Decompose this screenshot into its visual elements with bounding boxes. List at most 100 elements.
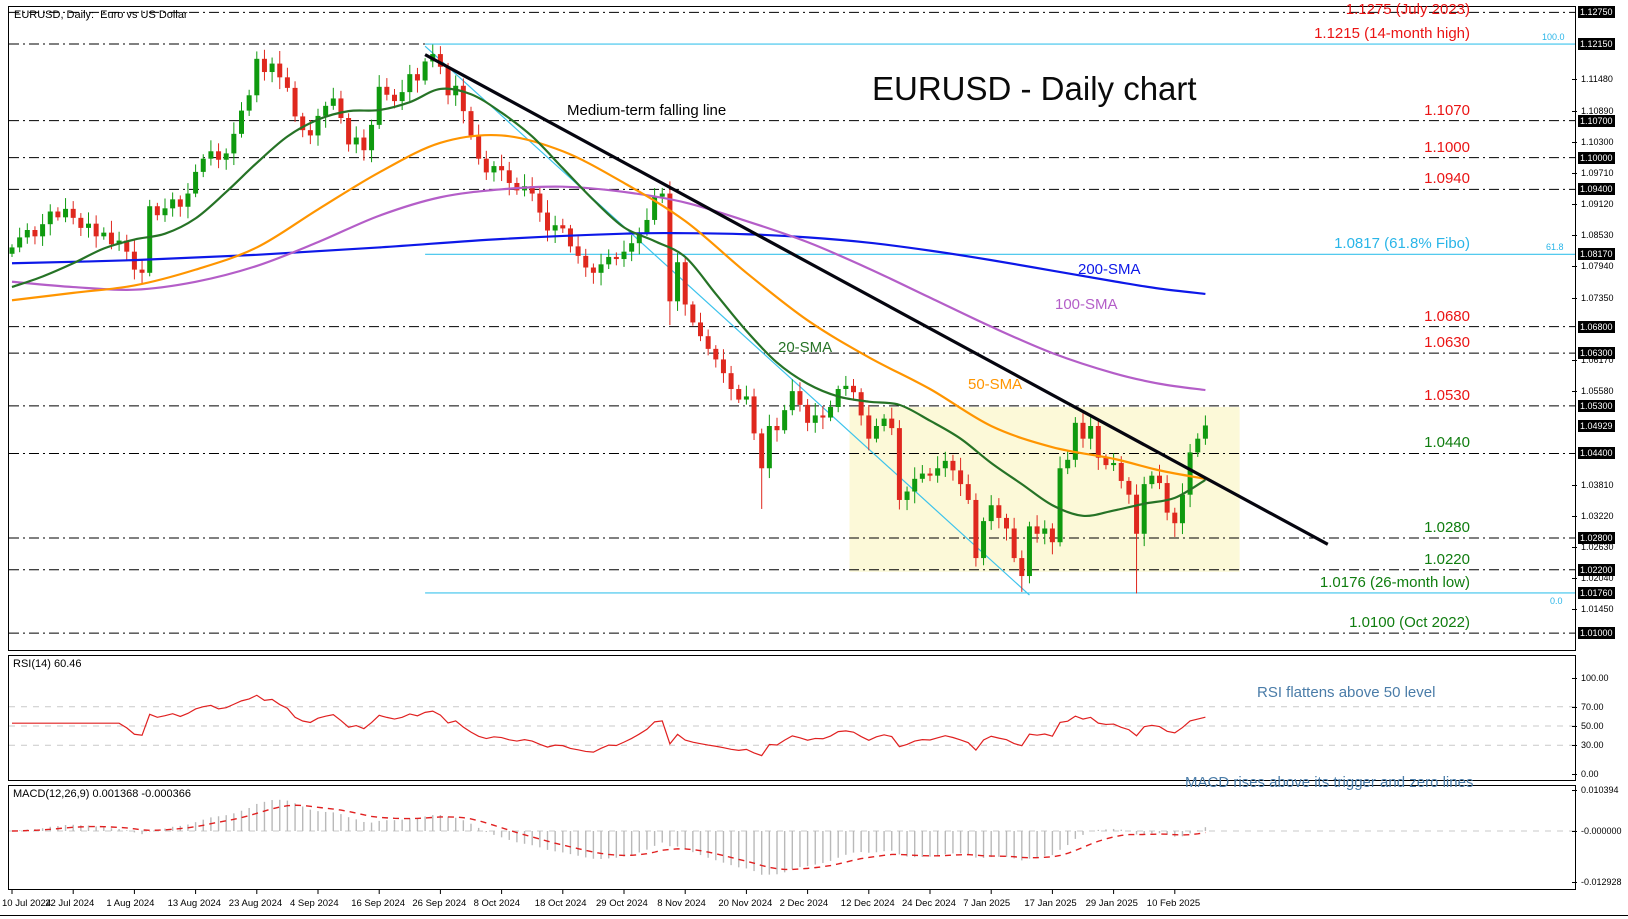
candle-body [231,133,237,154]
price-scale-label: 1.02630 [1581,541,1614,552]
macd-histogram [18,799,1207,875]
scale-tick [1572,235,1577,237]
chart-main-title: EURUSD - Daily chart [872,70,1197,107]
candle-body [743,396,749,400]
candle-body [973,499,979,559]
candle-body [919,473,925,479]
candle-body [376,86,382,125]
rsi-panel[interactable] [8,655,1576,781]
price-scale-label: 30.00 [1581,740,1604,751]
candle-body [644,219,650,233]
sma50-line[interactable] [11,133,1206,480]
candle-body [896,428,902,500]
candle-body [476,135,482,159]
candle-body [392,94,397,102]
sma100-label: 100-SMA [1055,296,1118,313]
candle-body [1042,528,1048,534]
time-axis-label: 16 Sep 2024 [351,898,406,909]
scale-tick [1572,297,1577,299]
scale-tick [1572,745,1577,747]
candle-body [70,208,76,218]
level-annotation: 1.0630 [1424,334,1470,352]
candle-body [292,87,298,117]
time-axis-label: 7 Jan 2025 [963,898,1011,909]
candle-body [698,322,703,337]
time-axis-label: 17 Jan 2025 [1024,898,1077,909]
candle-body [904,491,910,500]
rsi-line[interactable] [12,694,1206,757]
level-annotation: 1.1215 (14-month high) [1314,25,1470,43]
candle-body [307,130,313,136]
candle-body [713,348,719,360]
sma100-line[interactable] [11,185,1206,392]
price-tag: 1.08170 [1578,248,1615,261]
price-scale-label: 1.07940 [1581,261,1614,272]
candle-body [154,206,160,216]
candle-body [1164,483,1170,513]
price-scale-label: 1.10300 [1581,136,1614,147]
scale-tick [1572,515,1577,517]
price-scale-label: 1.05580 [1581,386,1614,397]
price-tag: 1.05300 [1578,399,1615,412]
price-tag: 1.09400 [1578,183,1615,196]
candle-body [728,373,734,390]
window-bottom-border [0,915,1628,916]
level-annotation: 1.0680 [1424,307,1470,325]
candle-body [200,158,206,172]
candle-body [690,304,696,323]
candle-body [32,230,38,237]
candle-body [108,232,114,245]
candle-body [805,404,811,423]
price-tag: 1.04929 [1578,419,1615,432]
candle-body [47,211,53,225]
falling-channel-line[interactable] [424,45,1030,596]
price-scale-label: 1.07350 [1581,292,1614,303]
price-tag: 1.12750 [1578,6,1615,19]
candle-body [621,251,627,260]
time-axis-label: 8 Nov 2024 [657,898,706,909]
sma200-line[interactable] [11,231,1206,296]
candle-body [1172,512,1178,524]
scale-tick [1572,359,1577,361]
candle-body [24,230,30,238]
sma50-label: 50-SMA [968,376,1023,393]
candle-body [629,243,635,252]
candle-body [996,505,1002,518]
sma20-line[interactable] [11,87,1206,518]
main-price-panel[interactable] [8,6,1576,651]
candle-body [269,63,275,73]
consolidation-highlight-box[interactable] [849,406,1240,572]
candle-body [315,115,321,136]
candle-body [101,232,107,237]
scale-tick [1572,774,1577,775]
candle-body [1187,452,1193,495]
price-scale-label: 100.00 [1581,673,1609,683]
candle-body [866,415,872,439]
price-tag: 1.02200 [1578,563,1615,576]
time-axis-label: 26 Sep 2024 [412,898,467,909]
price-tag: 1.04400 [1578,447,1615,460]
scale-tick [1572,141,1577,143]
medium-term-falling-line[interactable] [424,53,1329,546]
price-scale-label: 1.08530 [1581,230,1614,241]
candle-body [139,269,145,273]
candle-body [193,171,199,194]
candle-body [185,193,191,207]
price-tag: 1.12150 [1578,38,1615,51]
time-axis-label: 12 Dec 2024 [840,898,895,909]
level-annotation: 1.0280 [1424,519,1470,536]
price-tag: 1.01760 [1578,586,1615,599]
candle-body [1126,480,1132,495]
macd-signal-line[interactable] [11,804,1206,871]
candle-body [873,426,879,439]
level-annotation: 1.0530 [1424,386,1470,404]
time-axis-label: 10 Feb 2025 [1146,898,1201,909]
candle-body [828,406,834,418]
candle-body [988,505,994,522]
candle-body [812,415,818,423]
level-annotation: 1.1070 [1424,101,1470,119]
candle-body [384,86,390,95]
candle-body [338,98,344,118]
